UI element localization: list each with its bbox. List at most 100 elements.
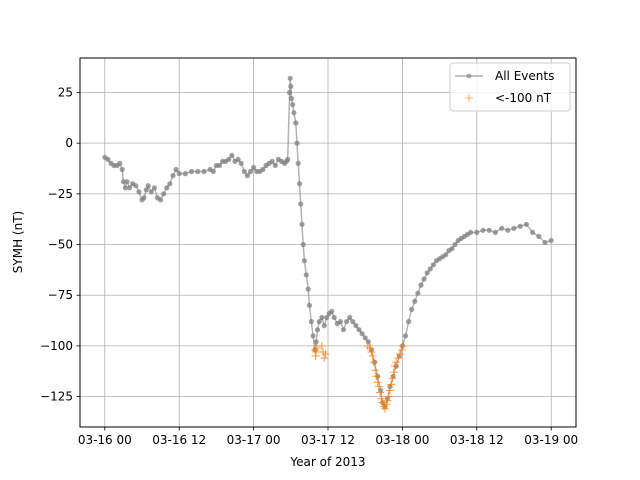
- x-tick-label: 03-17 12: [301, 433, 355, 447]
- below-100-point: [383, 396, 392, 405]
- all-events-point: [424, 270, 430, 276]
- all-events-point: [167, 181, 173, 187]
- below-100-point: [321, 350, 330, 359]
- all-events-point: [285, 156, 291, 162]
- all-events-point: [235, 156, 241, 162]
- below-100-point: [395, 350, 404, 359]
- all-events-point: [195, 168, 201, 175]
- all-events-point: [136, 189, 142, 195]
- all-events-point: [505, 227, 511, 233]
- all-events-point: [117, 160, 123, 166]
- all-events-point: [148, 189, 154, 195]
- below-100-point: [317, 341, 326, 350]
- all-events-point: [141, 195, 147, 201]
- all-events-point: [229, 152, 235, 158]
- all-events-point: [176, 171, 182, 177]
- all-events-point: [161, 191, 167, 197]
- all-events-point: [216, 162, 223, 169]
- y-tick-label: −50: [48, 238, 73, 252]
- all-events-point: [443, 252, 449, 258]
- all-events-point: [287, 75, 293, 81]
- all-events-point: [182, 171, 188, 177]
- all-events-point: [340, 327, 347, 333]
- all-events-point: [158, 197, 164, 203]
- all-events-point: [210, 168, 216, 175]
- all-events-point: [365, 339, 371, 345]
- all-events-point: [301, 258, 307, 264]
- all-events-point: [127, 185, 133, 191]
- all-events-point: [412, 298, 418, 304]
- all-events-point: [468, 229, 474, 235]
- all-events-point: [353, 323, 359, 329]
- below-100-point: [390, 362, 399, 371]
- x-tick-label: 03-18 00: [375, 433, 429, 447]
- x-tick-label: 03-18 12: [450, 433, 504, 447]
- all-events-point: [296, 181, 303, 187]
- y-tick-label: −125: [40, 390, 73, 404]
- x-tick-label: 03-17 00: [227, 433, 281, 447]
- all-events-point: [474, 229, 480, 235]
- all-events-point: [170, 173, 176, 179]
- below-100-point: [389, 368, 398, 377]
- x-axis: 03-16 00 03-16 12 03-17 00 03-17 12 03-18 00…: [78, 427, 578, 447]
- y-axis: 25 0 −25 −50 −75 −100 −125: [40, 85, 80, 404]
- all-events-point: [430, 262, 436, 268]
- below-100-point: [376, 388, 385, 397]
- below-100-point: [366, 343, 375, 352]
- legend-below-100-label: <-100 nT: [495, 91, 552, 105]
- below-100-point: [381, 404, 390, 413]
- x-axis-label: Year of 2013: [289, 455, 365, 469]
- all-events-point: [350, 319, 356, 325]
- all-events-point: [421, 276, 427, 282]
- all-events-point: [347, 314, 353, 321]
- all-events-point: [362, 335, 368, 341]
- all-events-point: [314, 327, 321, 333]
- all-events-point: [189, 168, 195, 175]
- all-events-point: [390, 373, 396, 379]
- all-events-point: [119, 166, 125, 173]
- all-events-point: [201, 168, 207, 175]
- all-events-point: [143, 187, 149, 193]
- all-events-point: [288, 83, 294, 89]
- all-events-point: [321, 323, 327, 329]
- all-events-point: [313, 339, 319, 345]
- all-events-point: [452, 241, 458, 248]
- below-100-point: [371, 366, 380, 375]
- all-events-point: [306, 302, 312, 308]
- all-events-point: [480, 227, 486, 233]
- y-tick-label: −75: [48, 288, 73, 302]
- below-100-point: [312, 343, 321, 352]
- all-events-point: [492, 229, 498, 235]
- all-events-point: [145, 183, 151, 189]
- below-100-point: [382, 400, 391, 409]
- all-events-point: [536, 233, 542, 239]
- all-events-point: [344, 319, 350, 325]
- all-events-point: [316, 319, 322, 325]
- all-events-point: [415, 290, 421, 296]
- all-events-point: [133, 183, 139, 189]
- y-tick-label: −25: [48, 187, 73, 201]
- below-100-point: [386, 386, 394, 395]
- below-100-point: [378, 398, 387, 407]
- all-events-point: [105, 156, 111, 162]
- x-tick-label: 03-19 00: [524, 433, 578, 447]
- x-tick-label: 03-16 12: [152, 433, 206, 447]
- y-tick-label: −100: [40, 339, 73, 353]
- y-tick-label: 25: [58, 85, 73, 99]
- all-events-point: [305, 286, 311, 292]
- x-tick-label: 03-16 00: [78, 433, 132, 447]
- all-events-point: [337, 319, 343, 325]
- below-100-point: [367, 347, 376, 356]
- all-events-point: [449, 246, 455, 252]
- y-tick-label: 0: [65, 136, 73, 150]
- legend-all-events-marker: [466, 73, 472, 79]
- all-events-point: [548, 237, 554, 244]
- all-events-point: [530, 229, 536, 235]
- legend: All Events <-100 nT: [449, 62, 571, 112]
- below-100-point: [387, 380, 396, 389]
- all-events-point: [251, 164, 257, 171]
- series-all-events: [102, 75, 554, 410]
- all-events-point: [486, 227, 492, 233]
- all-events-point: [247, 168, 254, 175]
